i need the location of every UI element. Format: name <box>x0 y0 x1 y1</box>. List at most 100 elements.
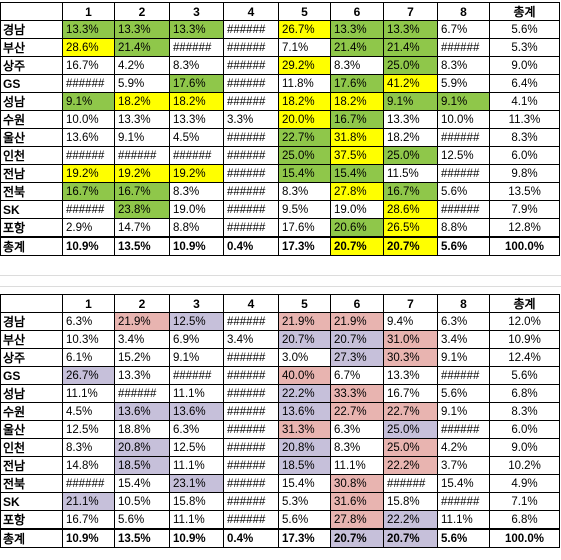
data-cell[interactable]: 15.8% <box>383 492 438 511</box>
data-cell[interactable]: 8.8% <box>169 218 224 238</box>
data-cell[interactable]: 16.7% <box>330 110 384 129</box>
data-cell[interactable]: 41.2% <box>383 74 438 93</box>
row-header[interactable]: 전남 <box>0 164 63 183</box>
data-cell[interactable]: 20.7% <box>278 330 331 349</box>
data-cell[interactable]: ###### <box>223 438 279 457</box>
row-header[interactable]: 인천 <box>0 146 63 165</box>
row-header[interactable]: 수원 <box>0 402 63 421</box>
data-cell[interactable]: 31.0% <box>383 330 438 349</box>
row-header[interactable]: 울산 <box>0 420 63 439</box>
data-cell[interactable]: 12.4% <box>489 348 560 367</box>
data-cell[interactable]: 27.8% <box>330 182 384 201</box>
data-cell[interactable]: 8.3% <box>278 182 331 201</box>
data-cell[interactable]: ###### <box>437 128 490 147</box>
row-header[interactable]: 경남 <box>0 20 63 39</box>
data-cell[interactable]: 20.8% <box>114 438 170 457</box>
data-cell[interactable]: 10.0% <box>62 110 115 129</box>
data-cell[interactable]: 31.3% <box>278 420 331 439</box>
data-cell[interactable]: 14.7% <box>114 218 170 238</box>
data-cell[interactable]: 9.0% <box>489 56 560 75</box>
data-cell[interactable]: 7.1% <box>278 38 331 57</box>
data-cell[interactable]: ###### <box>437 492 490 511</box>
data-cell[interactable]: 6.7% <box>437 20 490 39</box>
data-cell[interactable]: ###### <box>437 200 490 219</box>
data-cell[interactable]: 10.2% <box>489 456 560 475</box>
data-cell[interactable]: 29.2% <box>278 56 331 75</box>
data-cell[interactable]: 12.5% <box>437 146 490 165</box>
data-cell[interactable]: 6.3% <box>330 420 384 439</box>
column-header[interactable]: 6 <box>330 294 384 313</box>
data-cell[interactable]: 3.0% <box>278 348 331 367</box>
data-cell[interactable]: 14.8% <box>62 456 115 475</box>
data-cell[interactable]: 22.7% <box>330 402 384 421</box>
data-cell[interactable]: 18.5% <box>278 456 331 475</box>
data-cell[interactable]: 21.4% <box>114 38 170 57</box>
row-header[interactable]: 전남 <box>0 456 63 475</box>
data-cell[interactable]: 5.9% <box>114 74 170 93</box>
data-cell[interactable]: 15.4% <box>437 474 490 493</box>
data-cell[interactable]: ###### <box>223 384 279 403</box>
data-cell[interactable]: ###### <box>169 366 224 385</box>
data-cell[interactable]: 18.2% <box>278 92 331 111</box>
data-cell[interactable]: 26.7% <box>278 20 331 39</box>
data-cell[interactable]: 15.4% <box>278 164 331 183</box>
data-cell[interactable]: 6.3% <box>437 312 490 331</box>
column-header[interactable]: 2 <box>114 2 170 21</box>
column-header[interactable]: 8 <box>437 2 490 21</box>
row-header[interactable]: SK <box>0 200 63 219</box>
data-cell[interactable]: 7.1% <box>489 492 560 511</box>
data-cell[interactable]: 8.3% <box>489 128 560 147</box>
data-cell[interactable]: 25.0% <box>383 56 438 75</box>
data-cell[interactable]: 18.8% <box>114 420 170 439</box>
data-cell[interactable]: 19.2% <box>169 164 224 183</box>
data-cell[interactable]: 6.8% <box>489 384 560 403</box>
data-cell[interactable]: 31.8% <box>330 128 384 147</box>
data-cell[interactable]: 3.7% <box>437 456 490 475</box>
data-cell[interactable]: 26.7% <box>62 366 115 385</box>
data-cell[interactable]: ###### <box>62 474 115 493</box>
data-cell[interactable]: 8.8% <box>437 218 490 238</box>
row-header[interactable]: 수원 <box>0 110 63 129</box>
data-cell[interactable]: 12.0% <box>489 312 560 331</box>
column-header[interactable]: 총계 <box>489 2 560 21</box>
data-cell[interactable]: 100.0% <box>489 528 560 548</box>
data-cell[interactable]: 10.9% <box>62 528 115 548</box>
data-cell[interactable]: 9.8% <box>489 164 560 183</box>
data-cell[interactable]: 13.3% <box>114 110 170 129</box>
data-cell[interactable]: ###### <box>62 200 115 219</box>
data-cell[interactable]: 11.8% <box>278 74 331 93</box>
column-header[interactable]: 3 <box>169 2 224 21</box>
data-cell[interactable]: 4.2% <box>437 438 490 457</box>
data-cell[interactable]: ###### <box>223 92 279 111</box>
data-cell[interactable]: 8.3% <box>489 402 560 421</box>
data-cell[interactable]: 0.4% <box>223 236 279 256</box>
data-cell[interactable]: 11.1% <box>437 510 490 530</box>
data-cell[interactable]: 20.7% <box>330 528 384 548</box>
data-cell[interactable]: 19.0% <box>169 200 224 219</box>
data-cell[interactable]: 28.6% <box>383 200 438 219</box>
data-cell[interactable]: 9.4% <box>383 312 438 331</box>
data-cell[interactable]: 10.5% <box>114 492 170 511</box>
data-cell[interactable]: 21.1% <box>62 492 115 511</box>
data-cell[interactable]: 9.1% <box>169 348 224 367</box>
data-cell[interactable]: ###### <box>437 164 490 183</box>
data-cell[interactable]: 18.2% <box>169 92 224 111</box>
data-cell[interactable]: 22.7% <box>278 128 331 147</box>
data-cell[interactable]: ###### <box>223 56 279 75</box>
column-header[interactable]: 5 <box>278 2 331 21</box>
data-cell[interactable]: 20.7% <box>383 236 438 256</box>
data-cell[interactable]: ###### <box>223 20 279 39</box>
data-cell[interactable]: 13.6% <box>169 402 224 421</box>
data-cell[interactable]: 3.4% <box>437 330 490 349</box>
data-cell[interactable]: 20.7% <box>330 236 384 256</box>
data-cell[interactable]: 8.3% <box>330 56 384 75</box>
row-header[interactable]: GS <box>0 366 63 385</box>
data-cell[interactable]: 16.7% <box>383 384 438 403</box>
data-cell[interactable]: 19.2% <box>62 164 115 183</box>
data-cell[interactable]: 15.8% <box>169 492 224 511</box>
data-cell[interactable]: 8.3% <box>169 56 224 75</box>
data-cell[interactable]: 4.9% <box>489 474 560 493</box>
data-cell[interactable]: 4.2% <box>114 56 170 75</box>
row-header[interactable]: 전북 <box>0 474 63 493</box>
data-cell[interactable]: 23.8% <box>114 200 170 219</box>
